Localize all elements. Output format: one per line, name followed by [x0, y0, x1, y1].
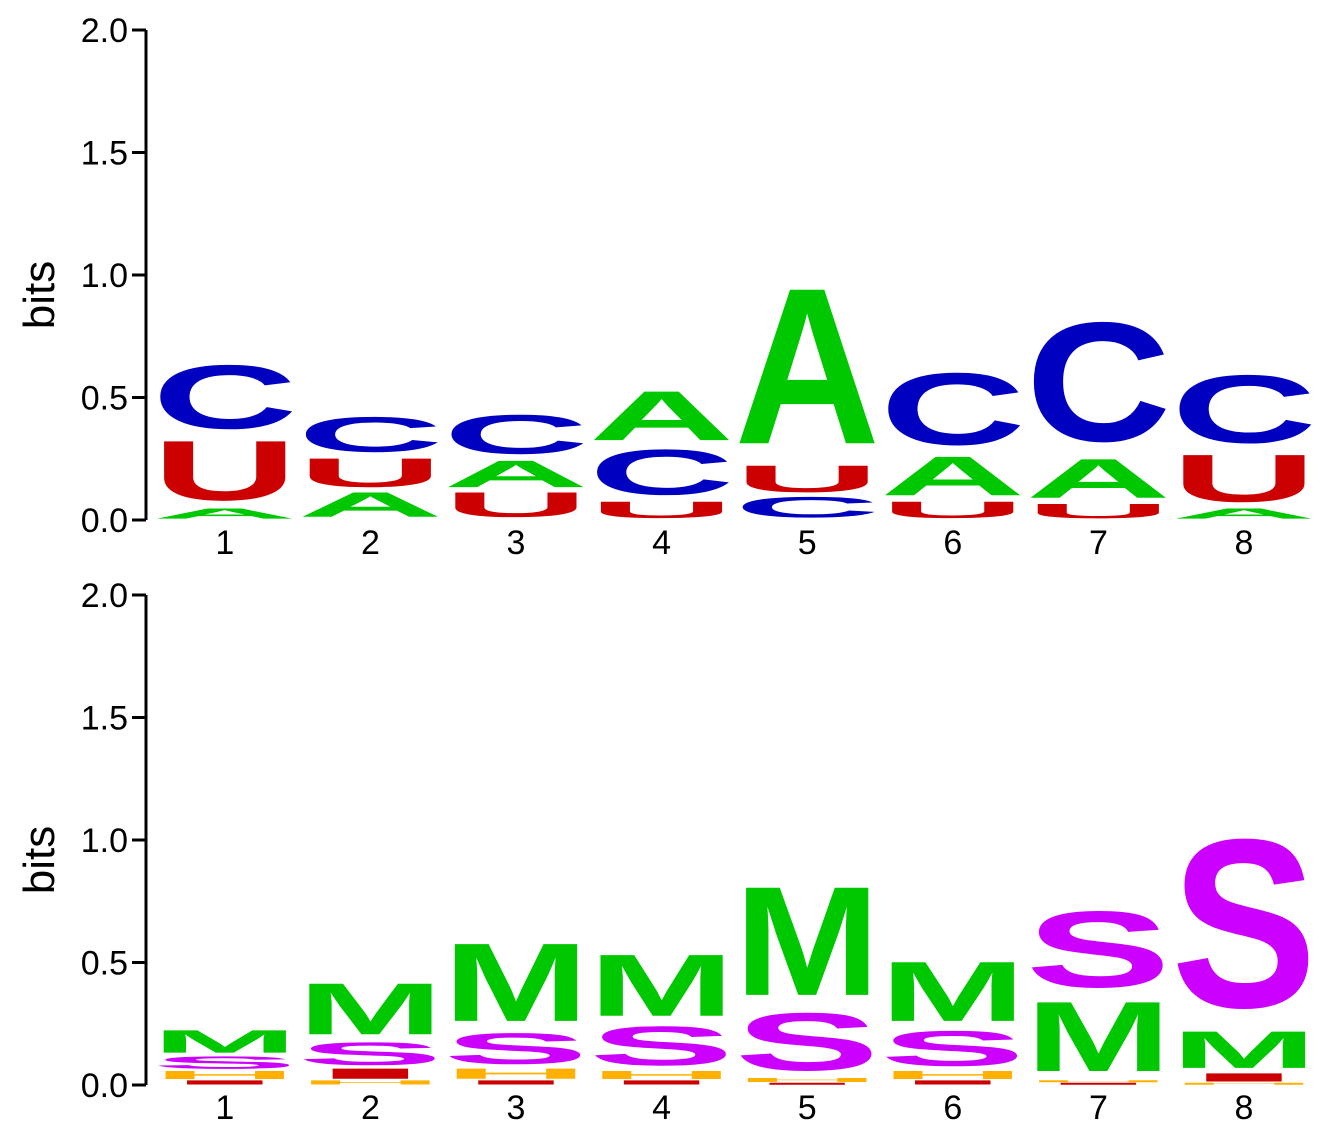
logo-letter-a: A [1026, 448, 1172, 510]
position-label: 4 [652, 524, 671, 562]
logo-letter-c: C [734, 491, 880, 524]
logo-letter-i: I [298, 1065, 444, 1081]
position-label: 7 [1089, 524, 1108, 562]
logo-letter-u: U [1171, 441, 1317, 516]
logo-letter-i: I [1171, 1071, 1317, 1084]
logo-letter-u: U [152, 423, 298, 518]
logo-letter-u: U [298, 450, 444, 496]
logo-letter-h: H [734, 1077, 880, 1084]
position-label: 8 [1235, 1089, 1254, 1127]
position-label: 4 [652, 1089, 671, 1127]
logo-letter-m: M [880, 945, 1026, 1040]
y-tick-label: 0.5 [81, 945, 128, 983]
y-tick-label: 0.5 [81, 380, 128, 418]
logo-letter-c: C [1171, 355, 1317, 463]
logo-letter-a: A [734, 242, 880, 492]
logo-letter-m: M [298, 968, 444, 1050]
position-label: 6 [943, 1089, 962, 1127]
logo-letter-a: A [152, 506, 298, 522]
y-tick-label: 1.0 [81, 822, 128, 860]
logo-letter-u: U [443, 485, 589, 524]
logo-letter-a: A [589, 377, 735, 456]
logo-letter-i: I [1026, 1082, 1172, 1085]
logo-letter-a: A [880, 445, 1026, 507]
y-tick-label: 0.0 [81, 502, 128, 540]
logo-letter-c: C [1026, 287, 1172, 478]
logo-letter-h: H [298, 1079, 444, 1086]
position-label: 8 [1235, 524, 1254, 562]
logo-letter-i: I [880, 1079, 1026, 1086]
logo-letter-i: I [589, 1079, 735, 1086]
y-axis-label: bits [15, 261, 64, 329]
logo-letter-c: C [589, 436, 735, 508]
position-label: 5 [798, 524, 817, 562]
logo-letter-u: U [589, 497, 735, 523]
logo-letter-m: M [152, 1023, 298, 1059]
y-tick-label: 2.0 [81, 577, 128, 615]
position-label: 2 [361, 1089, 380, 1127]
logo-letter-s: S [1026, 889, 1172, 1011]
y-tick-label: 1.5 [81, 135, 128, 173]
logo-letter-a: A [1171, 506, 1317, 522]
logo-letter-s: S [1171, 789, 1317, 1058]
position-label: 1 [215, 1089, 234, 1127]
logo-letter-i: I [443, 1079, 589, 1086]
logo-letter-h: H [1171, 1082, 1317, 1085]
position-label: 7 [1089, 1089, 1108, 1127]
logo-letter-s: S [298, 1036, 444, 1072]
position-label: 1 [215, 524, 234, 562]
logo-letter-s: S [443, 1024, 589, 1073]
logo-letter-h: H [589, 1069, 735, 1082]
logo-letter-c: C [443, 403, 589, 465]
logo-letter-h: H [880, 1069, 1026, 1082]
y-tick-label: 2.0 [81, 12, 128, 50]
logo-letter-u: U [734, 458, 880, 501]
position-label: 3 [507, 1089, 526, 1127]
position-label: 5 [798, 1089, 817, 1127]
logo-letter-c: C [298, 407, 444, 463]
logo-letter-i: I [152, 1079, 298, 1086]
logo-letter-m: M [734, 855, 880, 1029]
y-axis-label: bits [15, 826, 64, 894]
logo-letter-m: M [1171, 1020, 1317, 1079]
logo-letter-m: M [443, 920, 589, 1045]
y-tick-label: 1.5 [81, 700, 128, 738]
logo-letter-c: C [880, 351, 1026, 466]
position-label: 2 [361, 524, 380, 562]
logo-letter-u: U [1026, 500, 1172, 523]
logo-letter-m: M [1026, 981, 1172, 1093]
y-tick-label: 0.0 [81, 1067, 128, 1105]
logo-letter-a: A [443, 453, 589, 496]
logo-letter-s: S [880, 1021, 1026, 1077]
logo-letter-h: H [443, 1066, 589, 1082]
logo-letter-i: I [734, 1082, 880, 1085]
logo-letter-h: H [1026, 1080, 1172, 1083]
logo-letter-s: S [152, 1053, 298, 1073]
logo-letter-u: U [880, 497, 1026, 523]
logo-letter-s: S [589, 1015, 735, 1077]
position-label: 3 [507, 524, 526, 562]
logo-letter-a: A [298, 485, 444, 524]
logo-letter-s: S [734, 996, 880, 1088]
logo-letter-c: C [152, 346, 298, 448]
logo-letter-m: M [589, 937, 735, 1035]
y-tick-label: 1.0 [81, 257, 128, 295]
position-label: 6 [943, 524, 962, 562]
logo-letter-h: H [152, 1069, 298, 1082]
